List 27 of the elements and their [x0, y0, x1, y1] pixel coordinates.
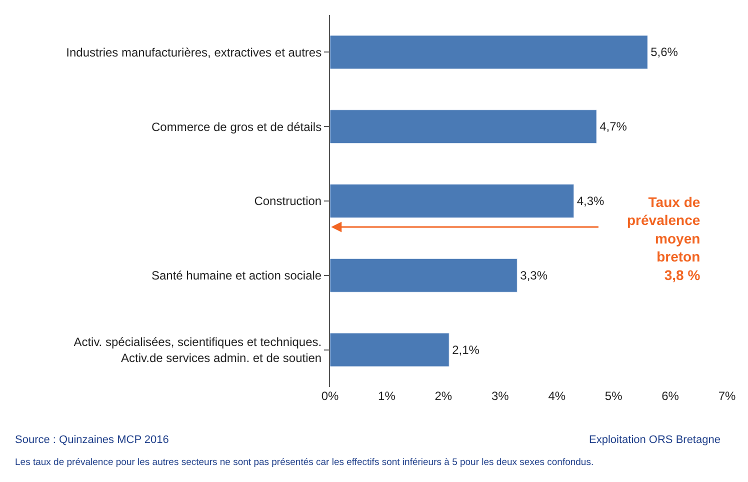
data-label: 3,3%: [520, 268, 548, 282]
annotation: Taux de prévalence moyen breton 3,8 %: [627, 194, 701, 283]
x-tick-label: 5%: [604, 389, 623, 403]
data-label: 2,1%: [452, 342, 480, 357]
x-tick-label: 1%: [378, 389, 396, 403]
bar: [330, 184, 574, 218]
source-note: Source : Quinzaines MCP 2016: [15, 434, 169, 446]
data-label: 5,6%: [650, 45, 678, 60]
x-tick-label: 6%: [662, 389, 680, 403]
y-tick-label: Commerce de gros et de détails: [152, 120, 322, 134]
data-label: 4,7%: [600, 120, 628, 134]
x-tick-label: 2%: [434, 389, 452, 403]
y-tick-label: Industries manufacturières, extractives et autres: [66, 45, 322, 60]
y-tick-label: Santé humaine et action sociale: [151, 268, 322, 283]
bar: [330, 35, 648, 70]
bar: [330, 110, 597, 144]
bar: [330, 332, 450, 367]
text: Exploitation ORS Bretagne: [589, 434, 720, 446]
data-label: 4,3%: [576, 194, 605, 208]
bar: [330, 258, 518, 292]
x-tick-label: 4%: [548, 389, 566, 403]
y-tick-label: Construction: [254, 194, 322, 208]
text: Les taux de prévalence pour les autres secteurs ne sont pas présentés car les effectifs sont inférieurs à 5 pour les deux sexes confondus.: [15, 457, 594, 468]
y-tick-label: Activ. spécialisées, scientifiques et techniques. Activ.de services admin. et de soutien: [74, 335, 322, 365]
x-tick-label: 7%: [718, 389, 736, 403]
x-tick-label: 3%: [491, 389, 510, 403]
x-tick-label: 0%: [321, 389, 339, 403]
